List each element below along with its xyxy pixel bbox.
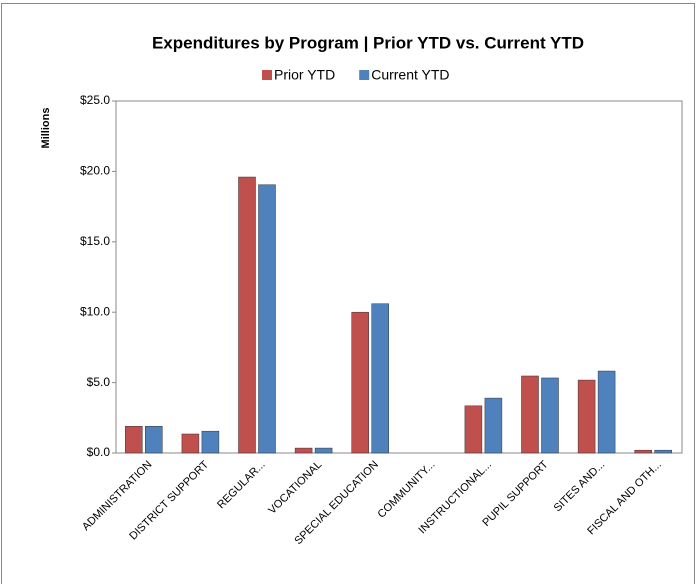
bar [371, 303, 389, 454]
bar [258, 184, 276, 454]
bar [314, 447, 333, 454]
plot-area [115, 100, 683, 454]
bar [634, 449, 652, 454]
bar [597, 370, 616, 454]
legend-swatch [359, 70, 370, 80]
y-axis-label: Millions [40, 108, 52, 149]
bar [294, 447, 313, 454]
bar [145, 425, 163, 454]
bar [577, 379, 596, 454]
bar [201, 430, 220, 454]
legend-label: Prior YTD [274, 67, 335, 83]
legend-label: Current YTD [371, 67, 449, 83]
bar [541, 377, 559, 454]
bar [181, 433, 200, 454]
bar [464, 405, 483, 454]
bar [125, 425, 143, 454]
chart-frame [1, 3, 695, 584]
y-tick-label: $0.0 [87, 445, 111, 459]
legend-swatch [262, 70, 272, 80]
chart-title: Expenditures by Program | Prior YTD vs. … [152, 33, 584, 52]
bar [484, 397, 503, 454]
y-tick-label: $10.0 [80, 304, 110, 318]
bar [351, 311, 369, 454]
y-tick-label: $20.0 [80, 164, 110, 178]
y-tick-label: $15.0 [80, 234, 110, 248]
bar [654, 449, 672, 454]
bar [521, 375, 539, 454]
y-tick-label: $5.0 [87, 375, 111, 389]
y-tick-label: $25.0 [80, 93, 110, 107]
bar [238, 176, 256, 454]
